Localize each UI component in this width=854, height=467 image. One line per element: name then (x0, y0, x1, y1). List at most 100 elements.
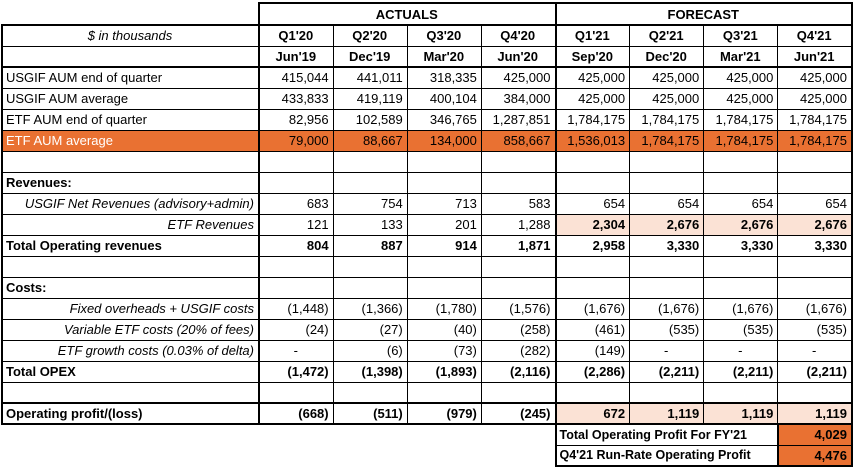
cell (554, 276, 631, 299)
cell: 887 (332, 234, 408, 257)
cell (258, 255, 334, 278)
month-header: Dec'19 (332, 45, 408, 68)
cell: (1,448) (258, 297, 334, 320)
month-row-blank (1, 45, 260, 68)
row-fixed-overheads-usgif-costs: Fixed overheads + USGIF costs (1,448) (1… (1, 297, 854, 320)
cell: - (703, 339, 779, 362)
cell: (1,576) (480, 297, 557, 320)
cell (629, 150, 705, 173)
cell (554, 381, 631, 404)
month-header-row: Jun'19 Dec'19 Mar'20 Jun'20 Sep'20 Dec'2… (1, 45, 854, 68)
row-revenues-section: Revenues: (1, 171, 854, 194)
quarter-header: Q4'21 (777, 24, 854, 47)
cell: (461) (554, 318, 631, 341)
cell (703, 255, 779, 278)
cell: 425,000 (703, 87, 779, 110)
cell: 804 (258, 234, 334, 257)
summary-row-fy21-total: Total Operating Profit For FY'21 4,029 (2, 423, 854, 446)
cell: (511) (332, 402, 408, 425)
cell: 425,000 (629, 66, 705, 89)
row-label: Total Operating revenues (1, 234, 260, 257)
cell: (1,398) (332, 360, 408, 383)
cell: 425,000 (777, 87, 854, 110)
cell: 346,765 (406, 108, 482, 131)
cell: 121 (258, 213, 334, 236)
cell: (1,780) (406, 297, 482, 320)
cell (777, 171, 854, 194)
cell: 1,119 (703, 402, 779, 425)
quarter-header: Q3'20 (406, 24, 482, 47)
cell (258, 150, 334, 173)
cell (332, 255, 408, 278)
cell: 201 (406, 213, 482, 236)
cell: 1,784,175 (629, 129, 705, 152)
cell: (27) (332, 318, 408, 341)
cell: 1,288 (480, 213, 557, 236)
cell: (1,676) (554, 297, 631, 320)
row-label: ETF Revenues (1, 213, 260, 236)
row-label (1, 150, 260, 173)
cell: (24) (258, 318, 334, 341)
cell (777, 276, 854, 299)
cell: 1,784,175 (703, 129, 779, 152)
cell: (1,676) (703, 297, 779, 320)
cell: 1,119 (629, 402, 705, 425)
row-costs-section: Costs: (1, 276, 854, 299)
cell: 1,784,175 (703, 108, 779, 131)
cell: (535) (703, 318, 779, 341)
row-spacer-3 (1, 381, 854, 404)
summary-label: Q4'21 Run-Rate Operating Profit (554, 444, 779, 467)
cell: 419,119 (332, 87, 408, 110)
cell: 425,000 (777, 66, 854, 89)
cell: 88,667 (332, 129, 408, 152)
month-header: Mar'20 (406, 45, 482, 68)
cell: 3,330 (703, 234, 779, 257)
row-label: USGIF Net Revenues (advisory+admin) (1, 192, 260, 215)
cell: - (629, 339, 705, 362)
quarter-header: Q1'20 (258, 24, 334, 47)
quarter-header: Q2'21 (629, 24, 705, 47)
summary-value: 4,029 (776, 423, 854, 446)
cell: (2,211) (629, 360, 705, 383)
row-label (1, 255, 260, 278)
cell: 654 (777, 192, 854, 215)
month-header: Dec'20 (629, 45, 705, 68)
cell: 425,000 (629, 87, 705, 110)
cell: 2,676 (777, 213, 854, 236)
month-header: Jun'21 (777, 45, 854, 68)
cell (554, 255, 631, 278)
summary-value: 4,476 (776, 444, 854, 467)
cell: (2,211) (777, 360, 854, 383)
cell (332, 171, 408, 194)
cell (629, 276, 705, 299)
row-label: Revenues: (1, 171, 260, 194)
month-header: Mar'21 (703, 45, 779, 68)
quarter-header: Q4'20 (480, 24, 557, 47)
summary-row-blank (2, 445, 556, 466)
cell (332, 276, 408, 299)
row-spacer-1 (1, 150, 854, 173)
cell (777, 381, 854, 404)
cell: (2,286) (554, 360, 631, 383)
cell: (1,893) (406, 360, 482, 383)
cell (703, 150, 779, 173)
band-row-blank (2, 3, 259, 25)
cell: 425,000 (554, 66, 631, 89)
row-etf-aum-average: ETF AUM average 79,000 88,667 134,000 85… (1, 129, 854, 152)
cell: 1,536,013 (554, 129, 631, 152)
cell (332, 381, 408, 404)
cell: 1,784,175 (777, 129, 854, 152)
cell: 133 (332, 213, 408, 236)
cell: 914 (406, 234, 482, 257)
month-header: Jun'20 (480, 45, 557, 68)
month-header: Sep'20 (554, 45, 631, 68)
cell: 2,958 (554, 234, 631, 257)
cell: 754 (332, 192, 408, 215)
quarter-header: Q3'21 (703, 24, 779, 47)
row-label: ETF AUM end of quarter (1, 108, 260, 131)
cell (554, 150, 631, 173)
row-label: Variable ETF costs (20% of fees) (1, 318, 260, 341)
cell: 2,676 (629, 213, 705, 236)
cell: 1,784,175 (554, 108, 631, 131)
